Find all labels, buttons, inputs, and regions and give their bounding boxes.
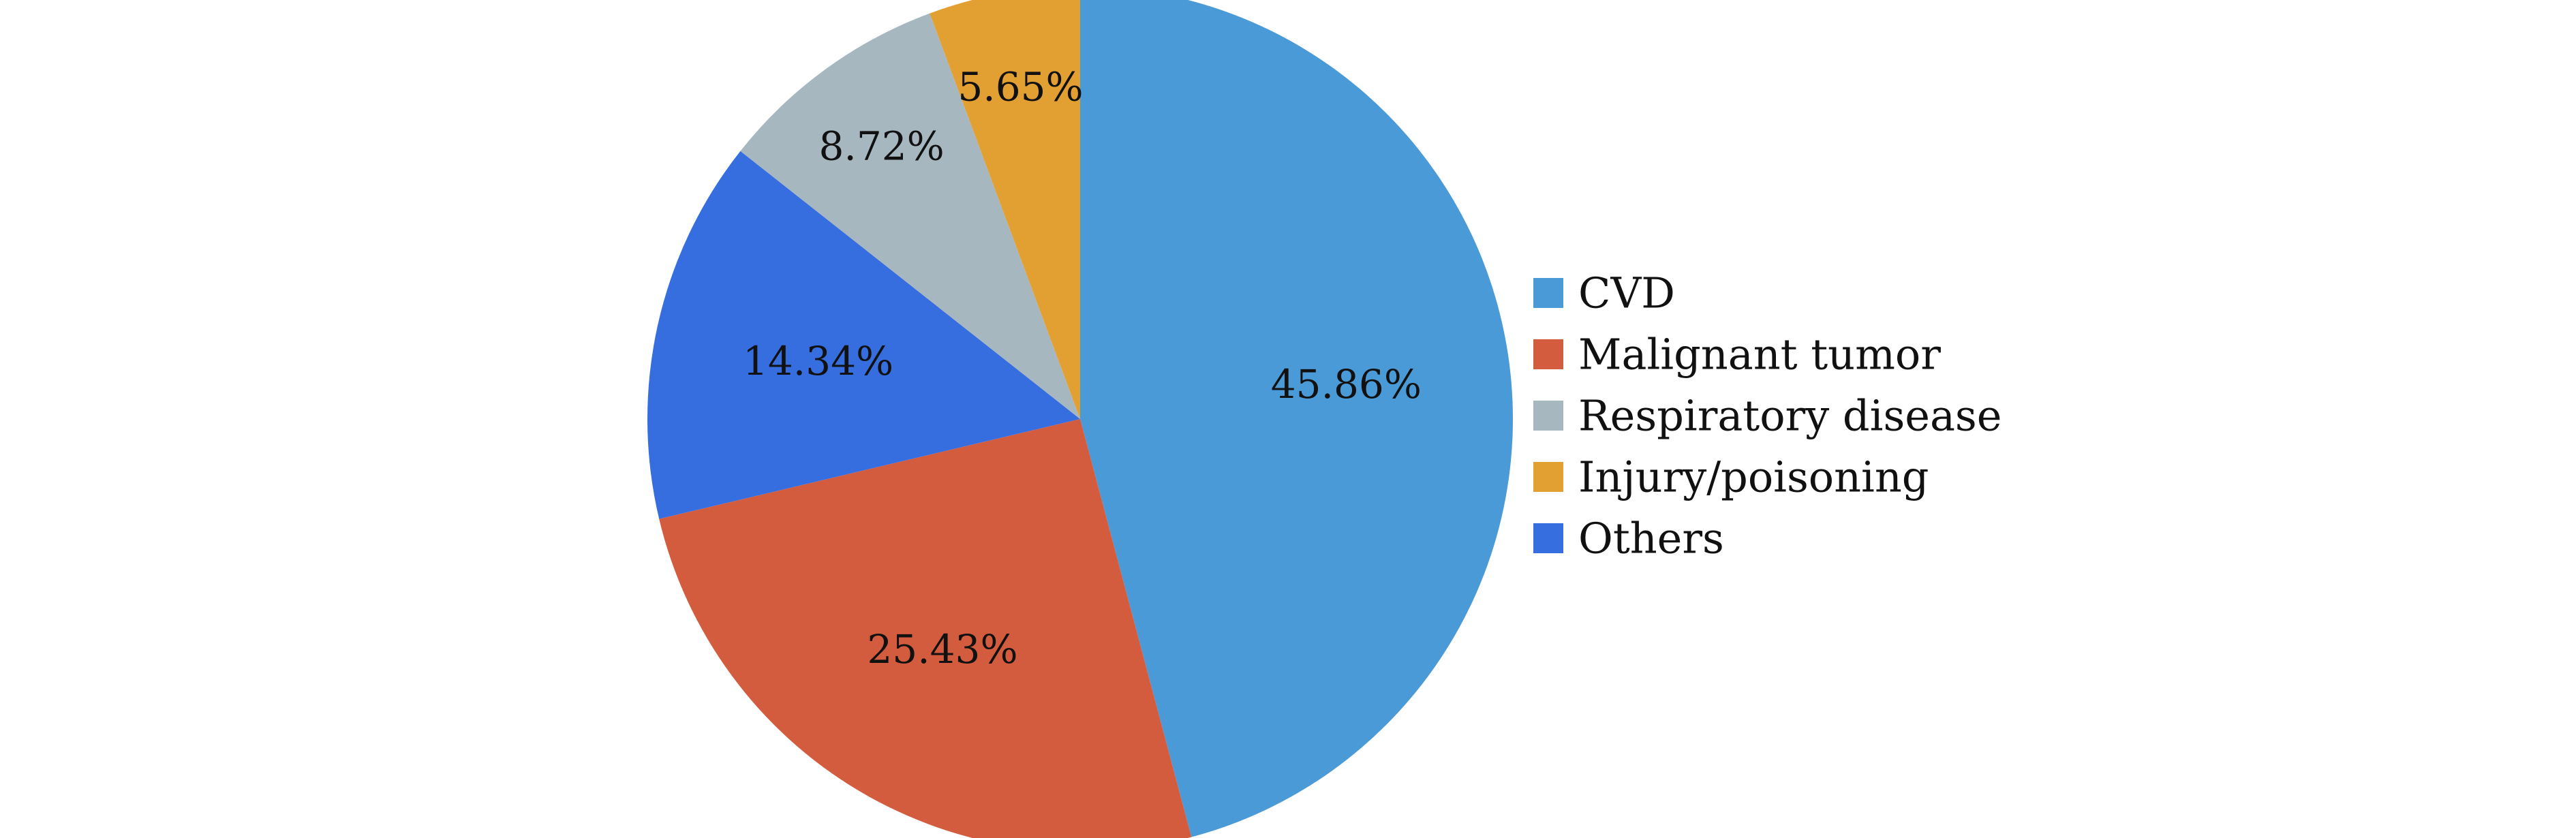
legend-swatch-respiratory-disease bbox=[1533, 401, 1563, 431]
legend-item-others: Others bbox=[1533, 514, 1724, 563]
pie-slice-injury-poisoning bbox=[930, 0, 1080, 419]
pie-slice-malignant-tumor bbox=[659, 419, 1192, 838]
pie-slice-labels: 45.86% 25.43% 14.34% 8.72% 5.65% bbox=[743, 63, 1422, 672]
legend-label-malignant-tumor: Malignant tumor bbox=[1578, 330, 1941, 379]
pie-slice-label-respiratory-disease: 8.72% bbox=[818, 123, 944, 169]
legend-label-cvd: CVD bbox=[1578, 268, 1675, 318]
legend-item-cvd: CVD bbox=[1533, 268, 1675, 318]
legend-label-injury-poisoning: Injury/poisoning bbox=[1578, 452, 1929, 502]
legend-item-malignant-tumor: Malignant tumor bbox=[1533, 330, 1941, 379]
pie-slice-label-malignant-tumor: 25.43% bbox=[867, 626, 1017, 672]
legend-swatch-injury-poisoning bbox=[1533, 462, 1563, 492]
pie-slice-respiratory-disease bbox=[740, 13, 1080, 419]
legend-label-others: Others bbox=[1578, 514, 1724, 563]
chart-legend: CVD Malignant tumor Respiratory disease Inj… bbox=[1533, 268, 2002, 563]
legend-swatch-cvd bbox=[1533, 278, 1563, 308]
legend-item-respiratory-disease: Respiratory disease bbox=[1533, 391, 2002, 441]
pie-slice-others bbox=[647, 151, 1080, 519]
legend-label-respiratory-disease: Respiratory disease bbox=[1578, 391, 2002, 441]
pie-slice-label-others: 14.34% bbox=[743, 338, 893, 384]
legend-item-injury-poisoning: Injury/poisoning bbox=[1533, 452, 1929, 502]
legend-swatch-others bbox=[1533, 523, 1563, 553]
pie-slice-cvd bbox=[1080, 0, 1514, 837]
legend-swatch-malignant-tumor bbox=[1533, 339, 1563, 369]
pie-slice-label-injury-poisoning: 5.65% bbox=[957, 63, 1083, 110]
pie-slices bbox=[647, 0, 1514, 838]
pie-slice-label-cvd: 45.86% bbox=[1271, 361, 1422, 407]
